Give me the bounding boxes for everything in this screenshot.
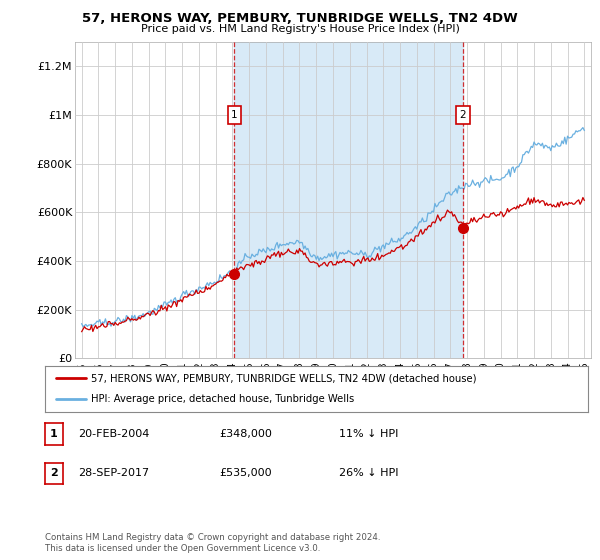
Text: £535,000: £535,000 xyxy=(219,468,272,478)
Text: HPI: Average price, detached house, Tunbridge Wells: HPI: Average price, detached house, Tunb… xyxy=(91,394,355,404)
Text: 1: 1 xyxy=(231,110,238,120)
Text: Price paid vs. HM Land Registry's House Price Index (HPI): Price paid vs. HM Land Registry's House … xyxy=(140,24,460,34)
Text: 26% ↓ HPI: 26% ↓ HPI xyxy=(339,468,398,478)
Text: 57, HERONS WAY, PEMBURY, TUNBRIDGE WELLS, TN2 4DW (detached house): 57, HERONS WAY, PEMBURY, TUNBRIDGE WELLS… xyxy=(91,373,476,383)
Text: 11% ↓ HPI: 11% ↓ HPI xyxy=(339,429,398,439)
Text: 2: 2 xyxy=(50,468,58,478)
Text: 2: 2 xyxy=(460,110,466,120)
Text: 57, HERONS WAY, PEMBURY, TUNBRIDGE WELLS, TN2 4DW: 57, HERONS WAY, PEMBURY, TUNBRIDGE WELLS… xyxy=(82,12,518,25)
Text: Contains HM Land Registry data © Crown copyright and database right 2024.
This d: Contains HM Land Registry data © Crown c… xyxy=(45,533,380,553)
Text: 28-SEP-2017: 28-SEP-2017 xyxy=(78,468,149,478)
Bar xyxy=(235,42,463,358)
Text: £348,000: £348,000 xyxy=(219,429,272,439)
Text: 1: 1 xyxy=(50,429,58,439)
Text: 20-FEB-2004: 20-FEB-2004 xyxy=(78,429,149,439)
